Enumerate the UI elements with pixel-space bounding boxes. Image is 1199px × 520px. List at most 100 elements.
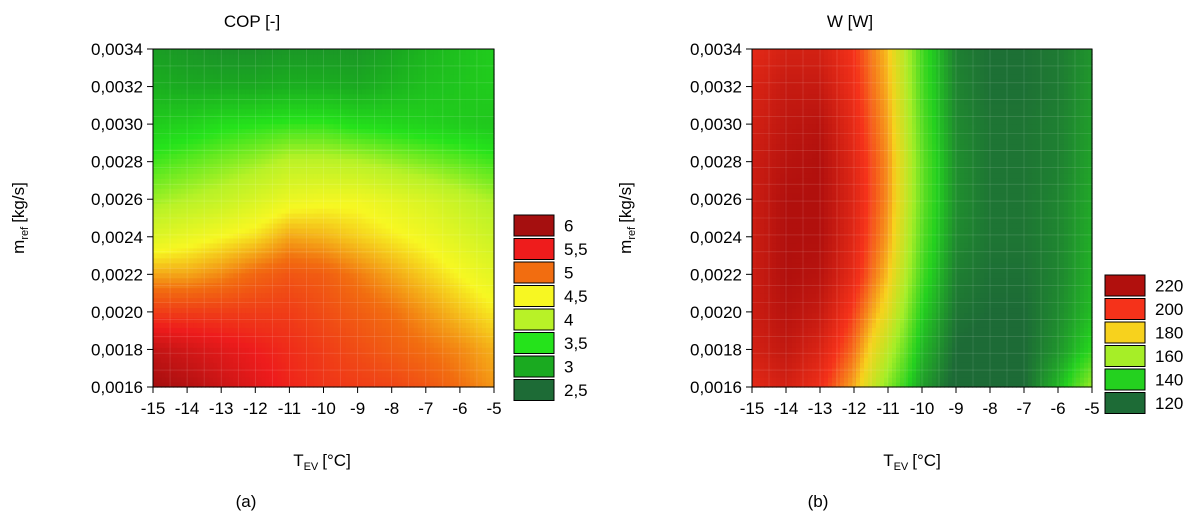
heatmap-cell	[477, 188, 483, 194]
heatmap-cell	[369, 312, 375, 319]
heatmap-cell	[217, 277, 222, 284]
heatmap-cell	[193, 347, 198, 353]
heatmap-cell	[181, 377, 186, 383]
heatmap-cell	[229, 307, 234, 314]
heatmap-cell	[181, 282, 186, 289]
heatmap-cell	[329, 312, 335, 319]
heatmap-cell	[453, 362, 459, 368]
heatmap-cell	[385, 377, 391, 383]
heatmap-cell	[385, 93, 391, 100]
heatmap-cell	[473, 213, 479, 219]
heatmap-cell	[269, 322, 274, 328]
heatmap-cell	[329, 222, 335, 229]
heatmap-cell	[153, 113, 158, 120]
heatmap-cell	[153, 352, 158, 358]
heatmap-cell	[297, 168, 303, 174]
heatmap-cell	[205, 148, 210, 154]
heatmap-cell	[413, 208, 419, 214]
heatmap-cell	[301, 262, 307, 269]
heatmap-cell	[345, 123, 351, 130]
heatmap-cell	[301, 193, 307, 199]
heatmap-cell	[465, 312, 471, 319]
heatmap-cell	[469, 307, 475, 314]
heatmap-cell	[269, 153, 274, 159]
heatmap-cell	[161, 203, 166, 209]
heatmap-cell	[409, 148, 415, 154]
heatmap-cell	[329, 143, 335, 150]
heatmap-cell	[425, 148, 431, 154]
heatmap-cell	[221, 247, 226, 254]
heatmap-cell	[429, 247, 435, 254]
heatmap-cell	[265, 307, 270, 314]
heatmap-cell	[217, 372, 222, 378]
heatmap-cell	[193, 183, 198, 189]
heatmap-cell	[441, 168, 447, 174]
heatmap-cell	[393, 222, 399, 229]
heatmap-cell	[189, 322, 194, 328]
heatmap-cell	[433, 208, 439, 214]
heatmap-cell	[157, 108, 162, 115]
heatmap-cell	[225, 382, 230, 388]
heatmap-cell	[393, 367, 399, 373]
heatmap-cell	[441, 108, 447, 115]
heatmap-cell	[221, 138, 226, 145]
heatmap-cell	[313, 158, 319, 164]
heatmap-cell	[341, 237, 347, 244]
heatmap-cell	[377, 267, 383, 274]
heatmap-cell	[249, 93, 254, 100]
heatmap-cell	[209, 133, 214, 140]
heatmap-cell	[265, 327, 270, 333]
heatmap-cell	[401, 362, 407, 368]
heatmap-cell	[177, 302, 182, 309]
heatmap-cell	[253, 93, 258, 100]
heatmap-cell	[457, 317, 463, 323]
heatmap-cell	[213, 208, 218, 214]
heatmap-cell	[389, 317, 395, 323]
heatmap-cell	[345, 302, 351, 309]
heatmap-cell	[193, 297, 198, 304]
heatmap-cell	[341, 188, 347, 194]
heatmap-cell	[185, 93, 190, 100]
heatmap-cell	[325, 232, 331, 239]
heatmap-cell	[233, 277, 238, 284]
heatmap-cell	[405, 178, 411, 184]
heatmap-cell	[457, 163, 463, 169]
heatmap-cell	[353, 98, 359, 105]
heatmap-cell	[477, 168, 483, 174]
heatmap-cell	[477, 193, 483, 199]
heatmap-cell	[349, 178, 355, 184]
heatmap-cell	[421, 133, 427, 140]
heatmap-cell	[429, 168, 435, 174]
heatmap-cell	[437, 347, 443, 353]
heatmap-cell	[257, 277, 262, 284]
heatmap-cell	[357, 252, 363, 259]
heatmap-cell	[481, 307, 487, 314]
heatmap-cell	[265, 143, 270, 150]
heatmap-cell	[245, 242, 250, 249]
heatmap-cell	[321, 173, 327, 179]
heatmap-cell	[285, 357, 290, 363]
heatmap-cell	[365, 257, 371, 264]
heatmap-cell	[165, 123, 170, 130]
heatmap-cell	[153, 108, 158, 115]
heatmap-cell	[353, 183, 359, 189]
heatmap-cell	[373, 198, 379, 204]
heatmap-cell	[321, 242, 327, 249]
heatmap-cell	[281, 367, 286, 373]
heatmap-cell	[289, 168, 295, 174]
heatmap-cell	[269, 163, 274, 169]
heatmap-cell	[413, 183, 419, 189]
heatmap-cell	[449, 237, 455, 244]
heatmap-cell	[445, 267, 451, 274]
heatmap-cell	[313, 113, 319, 120]
heatmap-cell	[229, 103, 234, 110]
heatmap-cell	[469, 208, 475, 214]
heatmap-cell	[477, 252, 483, 259]
heatmap-cell	[309, 213, 315, 219]
heatmap-cell	[333, 312, 339, 319]
heatmap-cell	[445, 188, 451, 194]
heatmap-cell	[401, 272, 407, 279]
heatmap-cell	[393, 198, 399, 204]
heatmap-cell	[221, 367, 226, 373]
heatmap-cell	[293, 183, 299, 189]
